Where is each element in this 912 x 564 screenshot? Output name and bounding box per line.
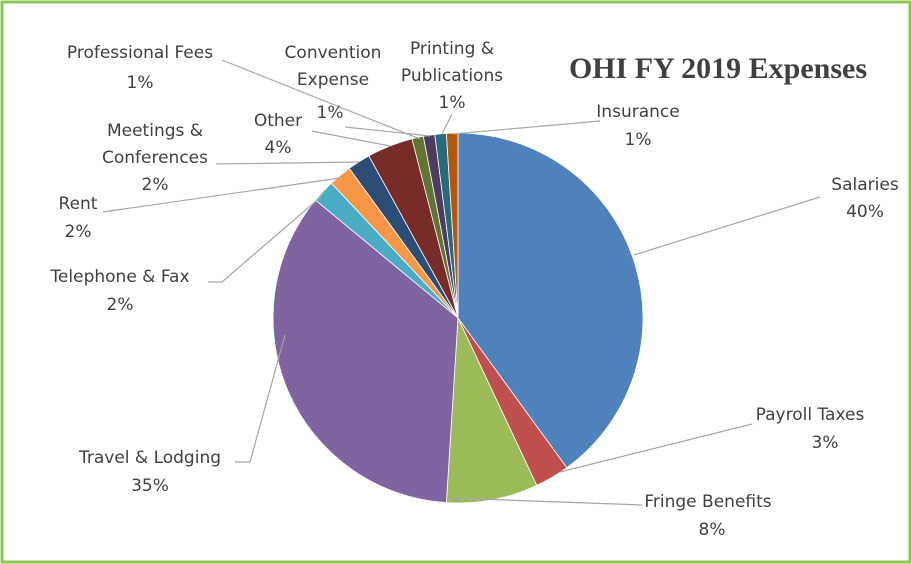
slice-label: Fringe Benefits [644,492,772,512]
leader-line [559,423,753,473]
slice-value-label: 2% [141,175,169,195]
slice-label: Rent [58,194,98,214]
slice-value-label: 4% [264,138,292,158]
slice-value-label: 2% [64,222,92,242]
leader-line [235,334,286,463]
slice-value-label: 1% [624,130,652,150]
slice-label: Salaries [831,175,899,195]
leader-line [452,120,601,135]
leader-line [441,113,453,135]
slice-label: Payroll Taxes [755,405,865,425]
leader-line [208,194,324,283]
slice-label: Professional Fees [66,43,214,63]
leader-line [215,161,360,165]
slice-value-label: 2% [106,295,134,315]
slice-label: Printing & Publications [400,39,504,86]
slice-label: Telephone & Fax [50,267,190,287]
slice-value-label: 35% [131,476,169,496]
pie-slice [272,199,459,504]
slice-label: Meetings & Conferences [101,121,208,168]
slice-label: Other [253,111,303,131]
chart-title: OHI FY 2019 Expenses [568,52,868,85]
slice-value-label: 40% [846,202,884,222]
leader-line [102,177,341,213]
pie-slice [457,132,644,469]
leader-line [344,126,431,137]
slice-value-label: 3% [811,433,839,453]
slice-label: Convention Expense [284,43,382,90]
leader-line [221,59,421,140]
slice-value-label: 8% [698,520,726,540]
leader-line [449,497,643,506]
slice-value-label: 1% [126,73,154,93]
slice-value-label: 1% [316,103,344,123]
slice-label: Travel & Lodging [78,448,222,468]
slice-value-label: 1% [438,93,466,113]
slice-label: Insurance [596,102,680,122]
leader-line [311,130,391,147]
leader-line [633,196,821,256]
